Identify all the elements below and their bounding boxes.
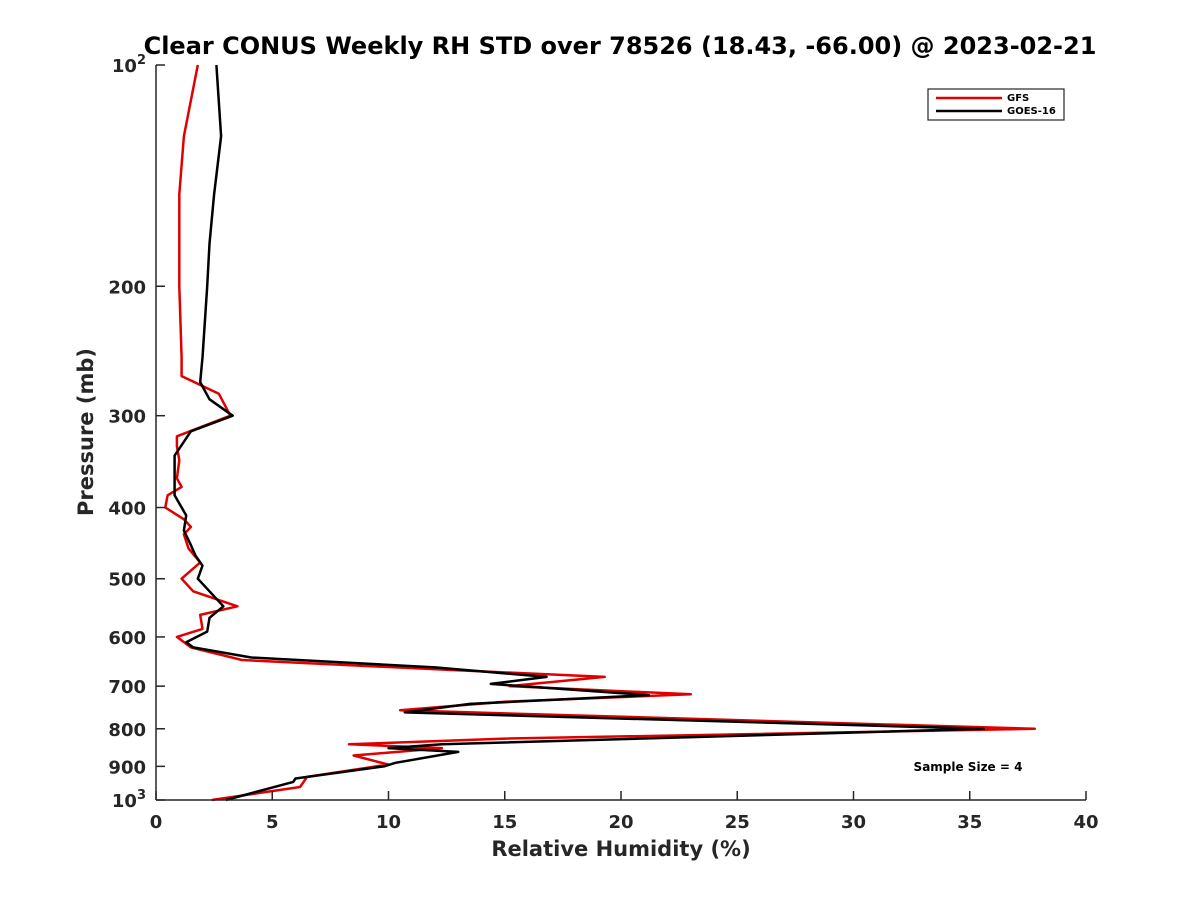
x-tick-label: 10 — [376, 812, 401, 833]
chart-title: Clear CONUS Weekly RH STD over 78526 (18… — [144, 32, 1097, 60]
x-axis-label: Relative Humidity (%) — [491, 837, 750, 861]
y-tick-label: 800 — [108, 720, 146, 741]
x-tick-label: 0 — [150, 812, 163, 833]
sample-size-annotation: Sample Size = 4 — [914, 760, 1023, 774]
legend: GFS GOES-16 — [927, 88, 1065, 121]
legend-label-goes-16: GOES-16 — [1007, 106, 1056, 117]
y-tick-label: 102 — [112, 53, 146, 77]
x-tick-label: 25 — [725, 812, 750, 833]
x-tick-label: 40 — [1073, 812, 1098, 833]
y-tick-label: 700 — [108, 677, 146, 698]
series-line-gfs — [164, 64, 1037, 802]
x-tick-label: 35 — [957, 812, 982, 833]
y-tick-label: 400 — [108, 499, 146, 520]
series-line-goes-16 — [173, 64, 985, 802]
y-tick-label: 200 — [108, 277, 146, 298]
y-tick-label: 900 — [108, 757, 146, 778]
x-tick-label: 20 — [608, 812, 633, 833]
y-axis-label: Pressure (mb) — [74, 348, 98, 516]
series-layer — [164, 64, 1037, 802]
y-tick-label: 300 — [108, 407, 146, 428]
legend-box — [927, 88, 1065, 121]
legend-label-gfs: GFS — [1007, 93, 1029, 104]
plot-area — [156, 65, 1086, 800]
y-tick-label: 600 — [108, 628, 146, 649]
x-tick-label: 30 — [841, 812, 866, 833]
x-tick-label: 15 — [492, 812, 517, 833]
x-ticks: 0 5 10 15 20 25 30 35 40 — [150, 791, 1099, 833]
x-tick-label: 5 — [266, 812, 279, 833]
y-ticks: 102 200 300 400 500 600 700 800 900 103 — [108, 53, 165, 812]
y-tick-label: 103 — [112, 788, 146, 812]
y-tick-label: 500 — [108, 570, 146, 591]
